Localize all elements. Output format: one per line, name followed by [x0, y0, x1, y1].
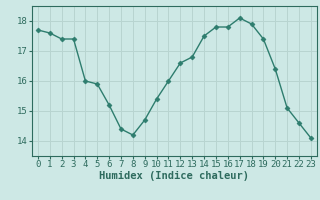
X-axis label: Humidex (Indice chaleur): Humidex (Indice chaleur): [100, 171, 249, 181]
